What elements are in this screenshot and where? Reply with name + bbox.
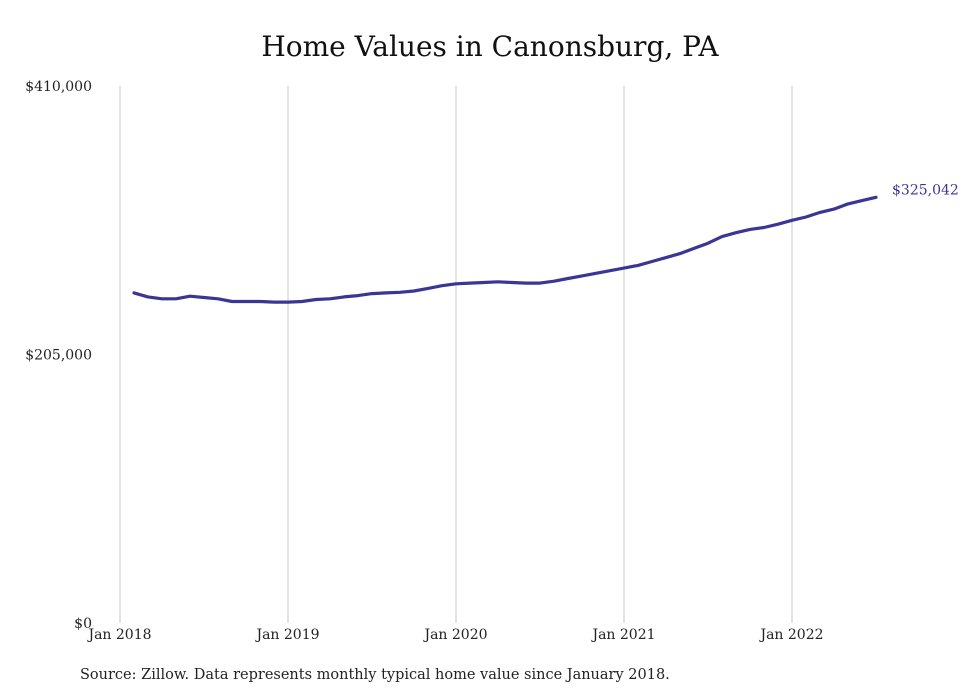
x-tick-label: Jan 2018	[86, 627, 151, 643]
line-chart: Jan 2018 Jan 2019 Jan 2020 Jan 2021 Jan 2022…	[25, 79, 959, 643]
x-tick-label: Jan 2021	[590, 627, 655, 643]
source-note: Source: Zillow. Data represents monthly …	[80, 667, 670, 683]
y-tick-label: $205,000	[25, 348, 92, 364]
x-tick-label: Jan 2020	[422, 627, 487, 643]
chart-title: Home Values in Canonsburg, PA	[261, 30, 719, 63]
x-tick-label: Jan 2019	[254, 627, 319, 643]
y-tick-label: $410,000	[25, 79, 92, 95]
series-line	[132, 195, 878, 304]
x-tick-label: Jan 2022	[758, 627, 823, 643]
end-value-label: $325,042	[892, 182, 959, 198]
y-tick-label: $0	[74, 616, 92, 632]
